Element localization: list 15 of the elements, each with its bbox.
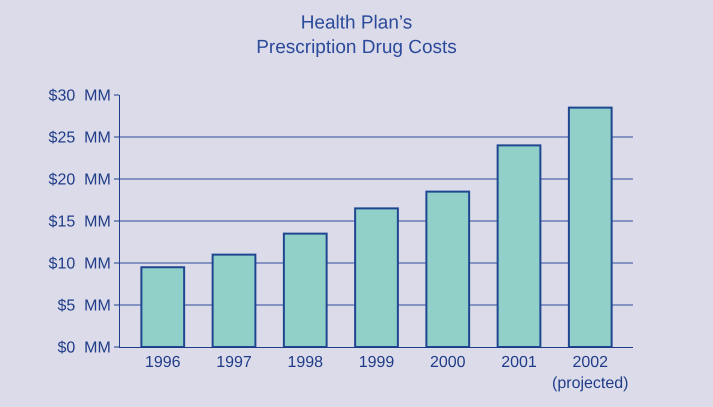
x-tick-label: 2000: [430, 354, 466, 372]
x-tick-label: 2001: [501, 354, 537, 372]
y-tick-label: $10 MM: [48, 256, 111, 273]
y-tick-label: $20 MM: [48, 172, 111, 189]
y-tick-label: $0 MM: [57, 340, 111, 357]
x-tick-label: 1997: [216, 354, 252, 372]
chart-title: Health Plan’s Prescription Drug Costs: [256, 12, 457, 58]
y-tick-label: $25 MM: [48, 130, 111, 147]
y-tick-label: $15 MM: [48, 214, 111, 231]
y-tick-label: $30 MM: [48, 88, 111, 105]
x-tick-label: 1996: [144, 354, 181, 372]
x-tick-label: 1998: [287, 354, 324, 372]
y-tick-label: $5 MM: [57, 298, 111, 315]
x-tick-label: 1999: [358, 354, 394, 372]
x-tick-label: 2002 (projected): [552, 354, 628, 392]
